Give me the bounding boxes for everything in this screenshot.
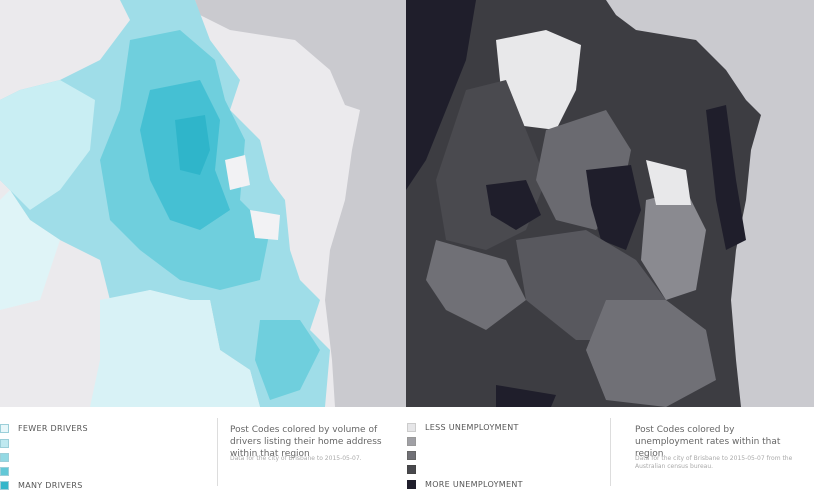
description: Post Codes colored by unemployment rates… (635, 425, 781, 459)
legend-swatch (407, 423, 416, 432)
legend-swatch (407, 480, 416, 489)
legend-swatch (0, 453, 9, 462)
legend-low: LESS UNEMPLOYMENT (425, 423, 519, 432)
legend-swatch (0, 481, 9, 490)
divider (217, 418, 218, 486)
divider (610, 418, 611, 486)
note: Data for the city of Brisbane to 2015-05… (230, 455, 362, 462)
legend-high: MORE UNEMPLOYMENT (425, 480, 523, 489)
legend-swatch (407, 451, 416, 460)
legend-swatch (0, 467, 9, 476)
note: Data for the city of Brisbane to 2015-05… (635, 455, 793, 470)
description: Post Codes colored by volume of drivers … (230, 425, 382, 459)
legend-swatch (0, 439, 9, 448)
legend-low: FEWER DRIVERS (18, 424, 88, 433)
legend-swatch (407, 465, 416, 474)
legend-swatch (407, 437, 416, 446)
legend-swatch (0, 424, 9, 433)
legend-high: MANY DRIVERS (18, 481, 83, 490)
unemployment-map (406, 0, 814, 407)
drivers-map (0, 0, 406, 407)
